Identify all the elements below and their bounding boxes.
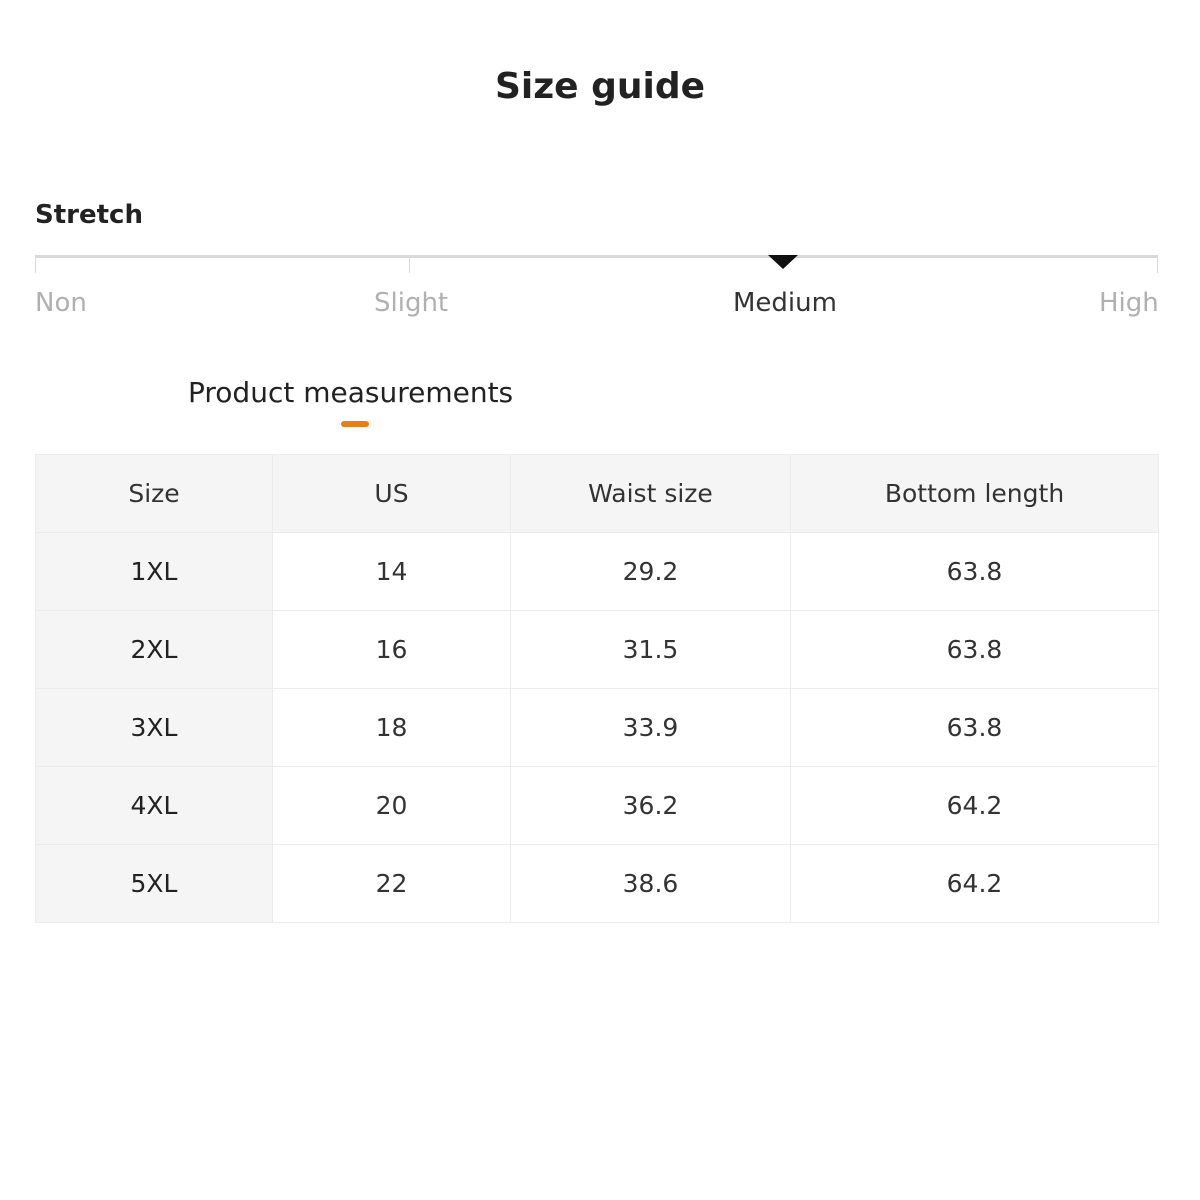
table-cell: 2XL [35, 610, 273, 689]
table-cell: 3XL [35, 688, 273, 767]
table-cell: 20 [272, 766, 511, 845]
stretch-level-high: High [1099, 288, 1159, 318]
table-row: 3XL 18 33.9 63.8 [35, 688, 1159, 767]
stretch-label: Stretch [35, 200, 143, 230]
stretch-level-slight: Slight [374, 288, 449, 318]
column-header: Size [35, 454, 273, 533]
table-cell: 1XL [35, 532, 273, 611]
table-cell: 64.2 [790, 766, 1159, 845]
stretch-level-non: Non [35, 288, 87, 318]
table-cell: 63.8 [790, 688, 1159, 767]
scale-tick [1157, 255, 1158, 273]
tab-active-indicator [341, 421, 369, 427]
table-cell: 64.2 [790, 844, 1159, 923]
page-title: Size guide [494, 66, 706, 107]
table-cell: 33.9 [510, 688, 791, 767]
column-header: Bottom length [790, 454, 1159, 533]
table-row: 4XL 20 36.2 64.2 [35, 766, 1159, 845]
table-row: 1XL 14 29.2 63.8 [35, 532, 1159, 611]
table-cell: 22 [272, 844, 511, 923]
table-cell: 31.5 [510, 610, 791, 689]
table-row: 5XL 22 38.6 64.2 [35, 844, 1159, 923]
size-table: Size US Waist size Bottom length 1XL 14 29… [35, 454, 1159, 923]
column-header: Waist size [510, 454, 791, 533]
table-cell: 63.8 [790, 610, 1159, 689]
table-cell: 38.6 [510, 844, 791, 923]
table-row: 2XL 16 31.5 63.8 [35, 610, 1159, 689]
stretch-level-medium: Medium [733, 288, 837, 318]
tab-product-measurements[interactable]: Product measurements [188, 376, 514, 409]
table-cell: 63.8 [790, 532, 1159, 611]
column-header: US [272, 454, 511, 533]
table-header-row: Size US Waist size Bottom length [35, 454, 1159, 533]
table-cell: 5XL [35, 844, 273, 923]
table-cell: 29.2 [510, 532, 791, 611]
stretch-marker-icon [768, 255, 798, 269]
stretch-scale [35, 255, 1158, 273]
table-cell: 14 [272, 532, 511, 611]
scale-tick [35, 255, 36, 273]
table-cell: 16 [272, 610, 511, 689]
table-cell: 18 [272, 688, 511, 767]
table-cell: 4XL [35, 766, 273, 845]
scale-tick [409, 255, 410, 273]
table-cell: 36.2 [510, 766, 791, 845]
